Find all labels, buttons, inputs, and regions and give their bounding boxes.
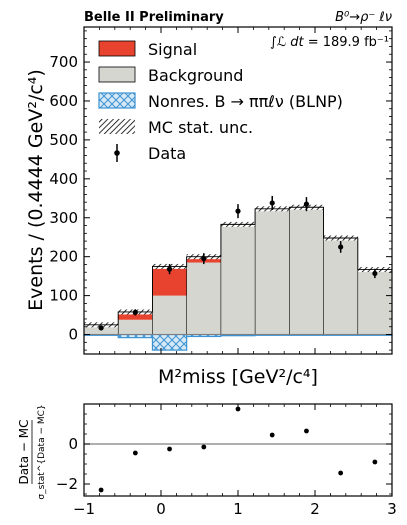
legend-label-mcunc: MC stat. unc. bbox=[148, 118, 253, 137]
luminosity-integral: ∫ℒ dt bbox=[270, 35, 305, 50]
luminosity-label: ∫ℒ dt = 189.9 fb⁻¹ bbox=[270, 35, 389, 50]
ratio-y-axis-label: Data − MC σ_stat^{Data − MC} bbox=[17, 404, 47, 499]
ratio-y-ticks: −2 0 bbox=[56, 413, 392, 495]
legend: Signal Background Nonres. B → ππℓν (BLNP… bbox=[98, 40, 343, 163]
y-tick-label: 0 bbox=[68, 326, 78, 344]
background-bar bbox=[152, 295, 187, 335]
ratio-x-tick-label: 0 bbox=[156, 500, 166, 518]
ratio-x-tick-label: 2 bbox=[310, 500, 320, 518]
ratio-y-label-bottom: σ_stat^{Data − MC} bbox=[37, 404, 47, 499]
data-point bbox=[235, 208, 241, 214]
experiment-label: Belle II Preliminary bbox=[84, 10, 224, 25]
data-point bbox=[269, 200, 275, 206]
legend-label-background: Background bbox=[148, 66, 243, 85]
ratio-frame bbox=[83, 403, 393, 497]
ratio-point bbox=[372, 459, 378, 465]
y-tick-label: 600 bbox=[49, 92, 78, 110]
background-bar bbox=[357, 270, 392, 335]
main-x-ticks bbox=[83, 27, 393, 354]
background-bar bbox=[289, 209, 324, 335]
signal-bar bbox=[118, 311, 153, 320]
background-bar bbox=[323, 239, 358, 335]
y-tick-label: 700 bbox=[49, 53, 78, 71]
ratio-x-tick-label: −1 bbox=[73, 500, 95, 518]
data-point bbox=[166, 266, 173, 272]
stack-outline bbox=[83, 206, 393, 335]
main-x-axis-label: M²miss [GeV²/c⁴] bbox=[158, 366, 318, 388]
background-bar bbox=[220, 226, 256, 335]
ratio-x-tick-label: 3 bbox=[387, 500, 397, 518]
main-panel: 0 100 200 300 400 500 600 700 Belle II Prelimin… bbox=[25, 10, 393, 388]
ratio-y-label-top: Data − MC bbox=[17, 419, 31, 484]
legend-swatch-nonres bbox=[98, 92, 136, 109]
ratio-point bbox=[98, 487, 104, 493]
ratio-y-tick-label: −2 bbox=[56, 475, 78, 493]
data-point bbox=[338, 244, 344, 250]
decay-label: B⁰→ρ⁻ ℓν bbox=[335, 10, 392, 25]
legend-label-data: Data bbox=[148, 144, 186, 163]
ratio-x-ticks: −1 0 1 2 3 bbox=[73, 404, 397, 518]
main-y-axis-label: Events / (0.4444 GeV²/c⁴) bbox=[25, 69, 47, 311]
ratio-point bbox=[304, 428, 309, 434]
main-plot-area bbox=[83, 195, 393, 351]
background-bar bbox=[186, 262, 221, 335]
ratio-panel: −2 0 −1 0 1 2 3 Data − MC σ_stat^{Data − MC} bbox=[17, 403, 397, 518]
legend-label-nonres: Nonres. B → ππℓν (BLNP) bbox=[148, 92, 343, 111]
data-point bbox=[132, 309, 138, 315]
y-tick-label: 500 bbox=[49, 131, 78, 149]
legend-swatch-mcunc bbox=[99, 119, 135, 134]
luminosity-value: = 189.9 fb⁻¹ bbox=[304, 35, 389, 50]
data-point bbox=[372, 270, 378, 277]
y-tick-label: 300 bbox=[49, 209, 78, 227]
ratio-point bbox=[269, 432, 275, 438]
ratio-plot-area bbox=[84, 406, 392, 493]
ratio-point bbox=[201, 444, 207, 450]
ratio-y-tick-label: 0 bbox=[68, 435, 78, 453]
ratio-point bbox=[132, 450, 138, 456]
legend-swatch-signal bbox=[98, 40, 136, 57]
background-bar bbox=[118, 319, 153, 335]
background-bar bbox=[255, 210, 290, 335]
data-point bbox=[303, 201, 310, 207]
ratio-point bbox=[167, 446, 172, 452]
data-point bbox=[98, 325, 104, 331]
legend-label-signal: Signal bbox=[148, 40, 197, 59]
ratio-point bbox=[338, 470, 344, 476]
legend-marker-data bbox=[114, 144, 120, 162]
data-point bbox=[201, 256, 207, 262]
ratio-x-tick-label: 1 bbox=[233, 500, 243, 518]
legend-swatch-background bbox=[98, 66, 136, 83]
nonres-bar bbox=[151, 333, 188, 351]
y-tick-label: 100 bbox=[49, 287, 78, 305]
y-tick-label: 200 bbox=[49, 248, 78, 266]
y-tick-label: 400 bbox=[49, 170, 78, 188]
